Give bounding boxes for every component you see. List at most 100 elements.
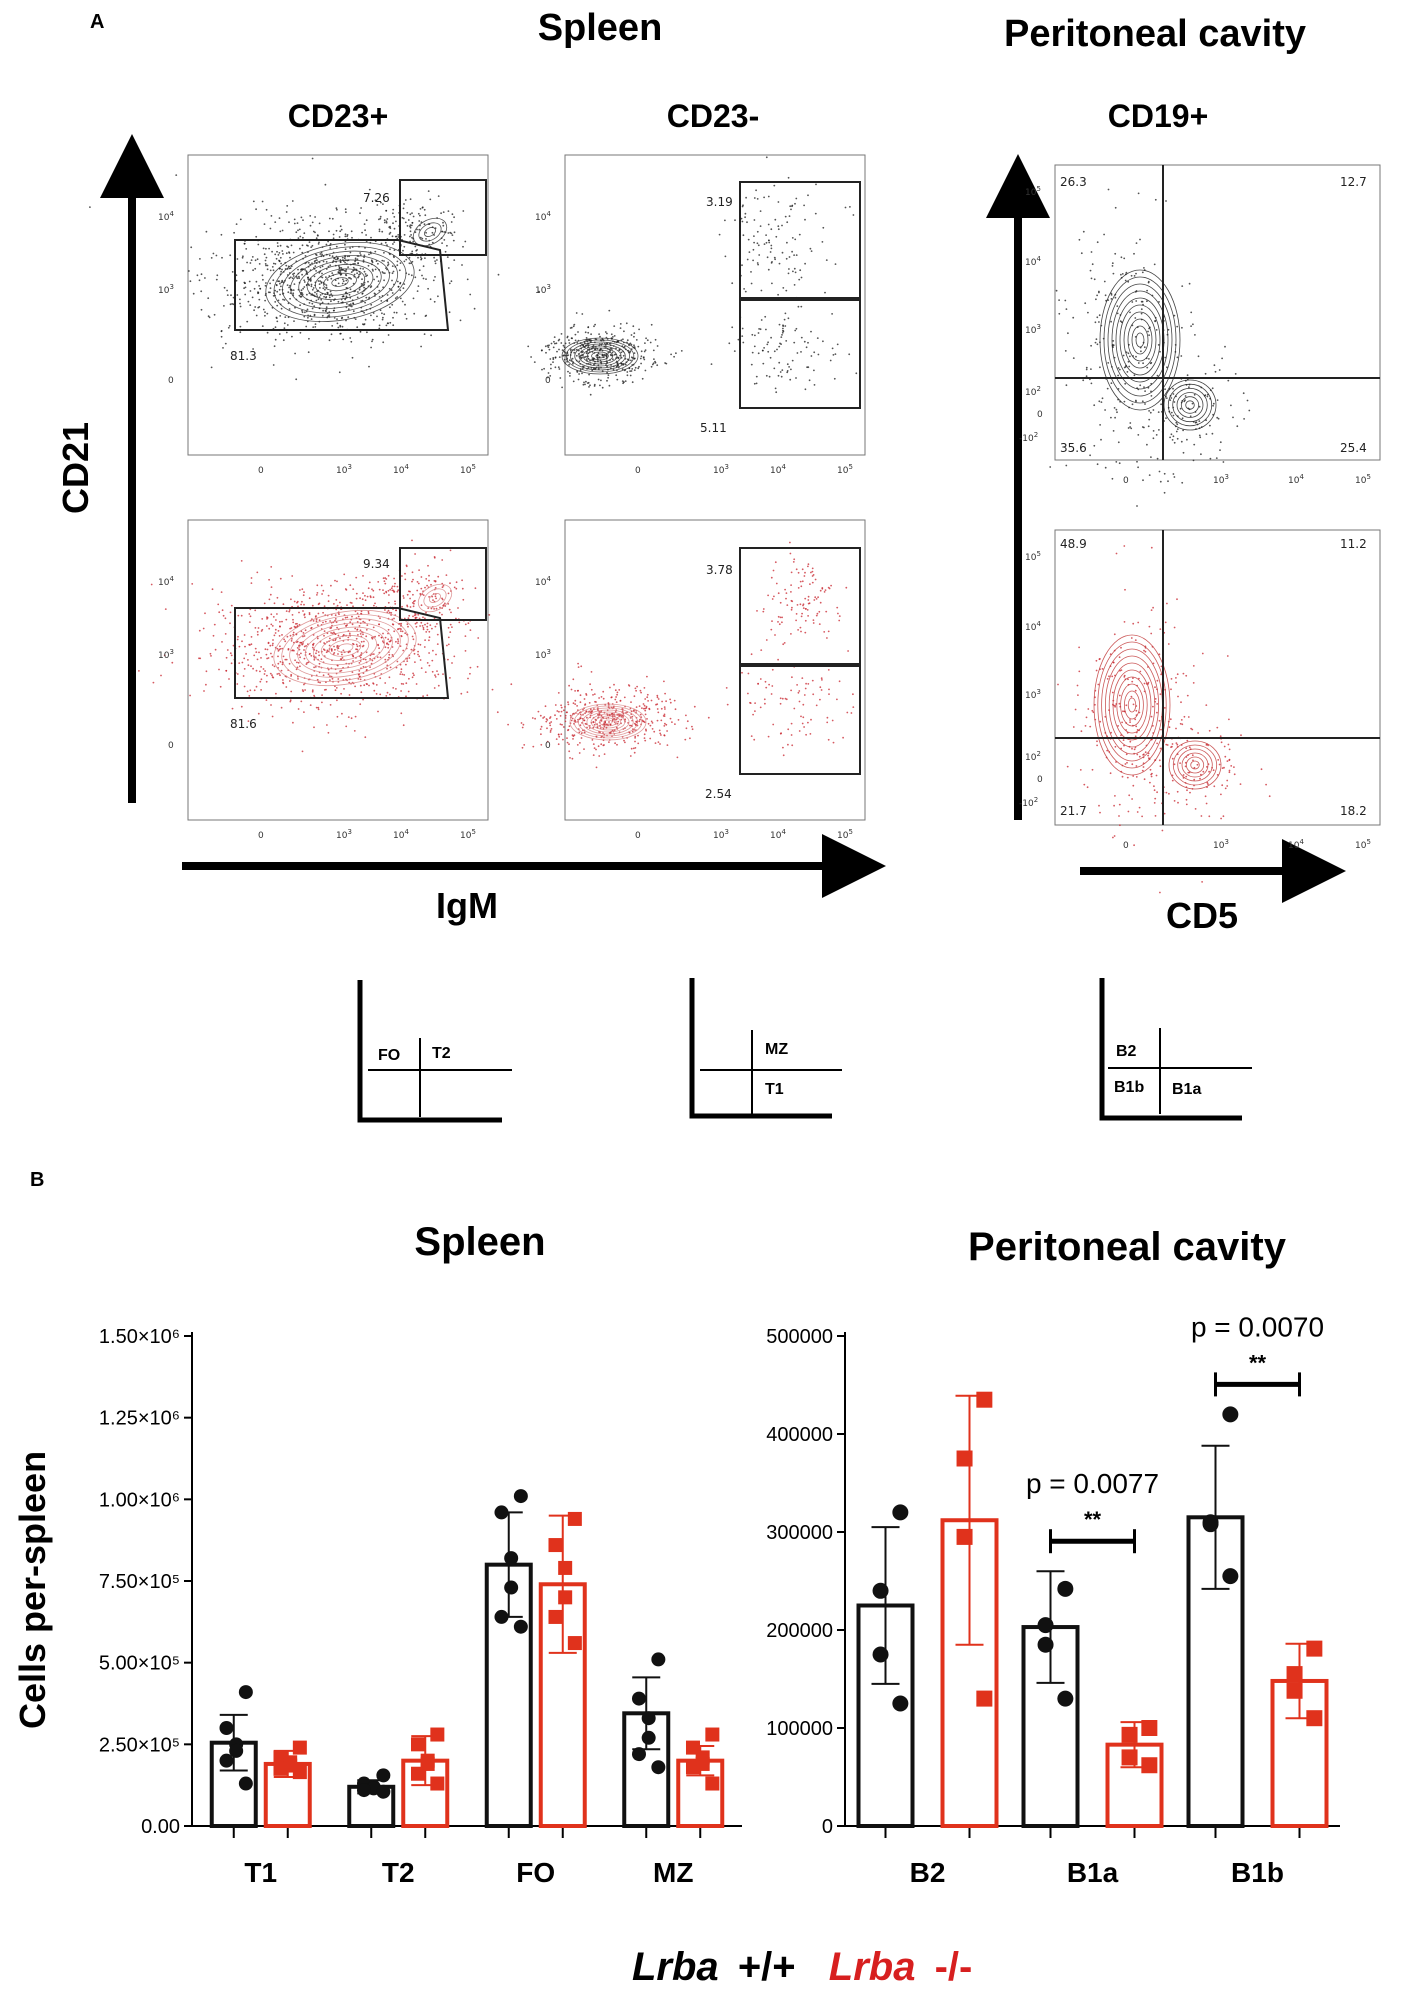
flow-plot-wt-cd19: 26.3 12.7 35.6 25.4 — [1049, 164, 1381, 507]
spleen-point-FO-wt-0 — [513, 1489, 528, 1504]
gating-key-cd19: B2 B1b B1a — [1099, 978, 1252, 1121]
xtick-3-2: 103 — [336, 828, 352, 841]
cd19-xtick-0-1: 0 — [1123, 841, 1129, 851]
spleen-ytick-label-4: 1.00×10⁶ — [99, 1489, 180, 1511]
contour-wt-cd23pos — [265, 217, 448, 323]
cd5-axis-label: CD5 — [1166, 895, 1238, 936]
spleen-ytick-label-1: 2.50×10⁵ — [99, 1734, 180, 1756]
spleen-point-MZ-wt-5 — [651, 1760, 666, 1775]
cd21-axis-label: CD21 — [55, 422, 96, 514]
spleen-point-FO-ko-1 — [548, 1538, 563, 1553]
cd19-ytick-3-0: 103 — [1025, 323, 1041, 336]
ytick-4-3: 104 — [535, 575, 551, 588]
contour-wt-cd19 — [1099, 269, 1217, 431]
spleen-point-MZ-ko-0 — [705, 1727, 720, 1742]
peritoneal-ytick-label-0: 0 — [822, 1816, 833, 1838]
peritoneal-point-B1a-ko-3 — [1141, 1757, 1158, 1774]
peritoneal-p-value-B1a: p = 0.0077 — [1026, 1468, 1159, 1499]
cd19-ytick-5-0: 105 — [1025, 185, 1041, 198]
spleen-point-MZ-wt-1 — [631, 1691, 646, 1706]
gate-t2-wt — [399, 179, 487, 256]
contour-ko-cd23neg — [569, 703, 647, 741]
ytick-4-1: 104 — [535, 210, 551, 223]
key-b1a: B1a — [1172, 1081, 1201, 1098]
spleen-point-T2-wt-0 — [376, 1768, 391, 1783]
peritoneal-ytick-label-1: 100000 — [766, 1718, 833, 1740]
spleen-point-T1-ko-5 — [292, 1765, 307, 1780]
density-wt-cd23pos — [89, 157, 540, 381]
cd19-ytick-2-0: 102 — [1025, 385, 1041, 398]
xtick-5-3: 105 — [837, 828, 853, 841]
gate-mz-wt — [739, 181, 861, 299]
key-t2: T2 — [432, 1045, 451, 1062]
peritoneal-sig-stars-B1a: ** — [1084, 1507, 1102, 1532]
gating-key-cd23pos: FO T2 — [357, 980, 512, 1123]
spleen-point-FO-wt-5 — [513, 1619, 528, 1634]
peritoneal-point-B1a-wt-0 — [1057, 1580, 1074, 1597]
peritoneal-ytick-label-4: 400000 — [766, 1424, 833, 1446]
density-ko-cd23pos — [138, 539, 513, 753]
cd19-ytick-0-0: 0 — [1037, 410, 1043, 420]
cd19pos-label: CD19+ — [1108, 98, 1209, 134]
key-mz: MZ — [765, 1041, 788, 1058]
xtick-4-1: 104 — [770, 463, 786, 476]
spleen-point-T2-ko-0 — [430, 1727, 445, 1742]
peritoneal-bar-chart: Peritoneal cavity 0 100000 200000 300000 4000… — [766, 1225, 1340, 1888]
peritoneal-ytick-label-2: 200000 — [766, 1620, 833, 1642]
cd19-ytick-5-1: 105 — [1025, 550, 1041, 563]
pct-wt-ll: 35.6 — [1060, 441, 1087, 455]
contour-ko-cd19 — [1093, 634, 1222, 790]
peritoneal-point-B1b-ko-3 — [1306, 1710, 1323, 1727]
pct-ko-mz: 3.78 — [706, 563, 733, 577]
flow-plot-wt-cd23neg: 3.19 5.11 — [527, 154, 866, 456]
xtick-3-0: 103 — [336, 463, 352, 476]
cd19-ytick-neg-0: -102 — [1019, 431, 1038, 444]
spleen-ytick-label-2: 5.00×10⁵ — [99, 1653, 180, 1675]
spleen-xtick-label-T2: T2 — [382, 1857, 415, 1888]
spleen-xtick-label-FO: FO — [516, 1857, 555, 1888]
peritoneal-point-B1b-ko-0 — [1306, 1640, 1323, 1657]
cd19-xtick-3-1: 103 — [1213, 838, 1229, 851]
peritoneal-sig-stars-B1b: ** — [1249, 1350, 1267, 1375]
peritoneal-point-B2-wt-0 — [892, 1504, 909, 1521]
spleen-point-FO-ko-4 — [548, 1609, 563, 1624]
peritoneal-point-B1a-wt-2 — [1037, 1636, 1054, 1653]
xtick-0-2: 0 — [258, 831, 264, 841]
peritoneal-point-B2-wt-1 — [872, 1582, 889, 1599]
peritoneal-point-B1b-wt-0 — [1222, 1406, 1239, 1423]
spleen-point-FO-wt-1 — [494, 1505, 509, 1520]
pct-ko-fo: 81.6 — [230, 717, 257, 731]
spleen-point-MZ-wt-4 — [631, 1747, 646, 1762]
xtick-5-0: 105 — [460, 463, 476, 476]
peritoneal-xtick-label-B1a: B1a — [1067, 1857, 1119, 1888]
spleen-point-T1-wt-5 — [238, 1776, 253, 1791]
gate-t1-wt — [739, 299, 861, 409]
pct-ko-ul: 48.9 — [1060, 537, 1087, 551]
gate-t1-ko — [739, 665, 861, 775]
legend-wt-italic: Lrba — [632, 1945, 719, 1989]
pct-wt-ur: 12.7 — [1340, 175, 1367, 189]
spleen-point-T2-wt-5 — [376, 1784, 391, 1799]
xtick-4-3: 104 — [770, 828, 786, 841]
density-wt-cd23neg — [527, 156, 858, 396]
spleen-ytick-label-6: 1.50×10⁶ — [99, 1326, 180, 1348]
flow-plot-ko-cd23pos: 9.34 81.6 — [138, 519, 513, 821]
gate-fo-wt — [234, 239, 450, 331]
peritoneal-chart-title: Peritoneal cavity — [968, 1225, 1287, 1269]
gate-fo-ko — [234, 607, 450, 699]
spleen-title-a: Spleen — [538, 7, 663, 49]
peritoneal-point-B1a-wt-3 — [1057, 1690, 1074, 1707]
spleen-ytick-label-5: 1.25×10⁶ — [99, 1408, 180, 1430]
cd19-ytick-0-1: 0 — [1037, 775, 1043, 785]
spleen-point-T1-wt-0 — [238, 1685, 253, 1700]
spleen-xtick-label-MZ: MZ — [653, 1857, 693, 1888]
pct-ko-t2: 9.34 — [363, 557, 390, 571]
panel-a-label: A — [90, 11, 104, 33]
legend-ko-rest: -/- — [935, 1945, 973, 1989]
spleen-point-MZ-wt-0 — [651, 1652, 666, 1667]
legend-ko-italic: Lrba — [829, 1945, 916, 1989]
cd19-xtick-5-1: 105 — [1355, 838, 1371, 851]
ytick-4-0: 104 — [158, 210, 174, 223]
spleen-point-T1-ko-4 — [273, 1761, 288, 1776]
peritoneal-point-B2-ko-0 — [976, 1391, 993, 1408]
